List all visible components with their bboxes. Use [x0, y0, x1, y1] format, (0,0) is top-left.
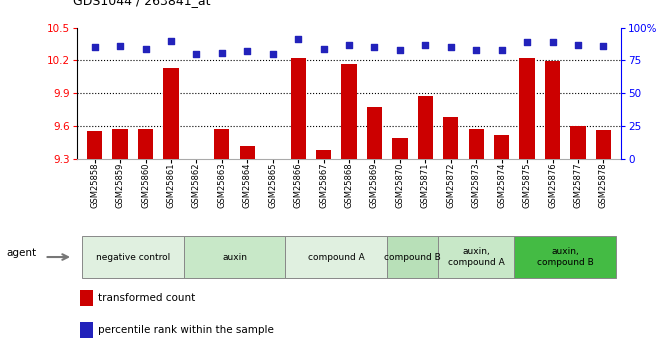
- Text: GSM25860: GSM25860: [141, 162, 150, 208]
- Text: negative control: negative control: [96, 253, 170, 262]
- Point: [343, 42, 354, 47]
- Point: [471, 47, 482, 53]
- Bar: [341, 63, 357, 159]
- FancyBboxPatch shape: [514, 236, 616, 278]
- Bar: [214, 129, 230, 159]
- Text: GSM25861: GSM25861: [166, 162, 176, 208]
- Text: GSM25876: GSM25876: [548, 162, 557, 208]
- Text: GSM25872: GSM25872: [446, 162, 456, 208]
- Bar: [265, 159, 281, 161]
- Text: GSM25866: GSM25866: [294, 162, 303, 208]
- FancyBboxPatch shape: [184, 236, 285, 278]
- Point: [522, 39, 532, 45]
- Bar: [596, 130, 611, 159]
- Text: GSM25867: GSM25867: [319, 162, 328, 208]
- Bar: [545, 61, 560, 159]
- Bar: [468, 129, 484, 159]
- Bar: [112, 129, 128, 159]
- Point: [369, 45, 380, 50]
- Point: [496, 47, 507, 53]
- Bar: [240, 146, 255, 159]
- Point: [115, 43, 126, 49]
- Text: GSM25868: GSM25868: [345, 162, 353, 208]
- Point: [166, 38, 176, 43]
- Text: percentile rank within the sample: percentile rank within the sample: [98, 325, 274, 335]
- FancyBboxPatch shape: [82, 236, 184, 278]
- Point: [446, 45, 456, 50]
- Text: agent: agent: [6, 248, 36, 257]
- FancyBboxPatch shape: [438, 236, 514, 278]
- Point: [191, 51, 202, 57]
- Text: auxin,
compound B: auxin, compound B: [537, 247, 594, 267]
- FancyBboxPatch shape: [285, 236, 387, 278]
- Point: [293, 37, 303, 42]
- Bar: [520, 58, 535, 159]
- Point: [242, 48, 253, 54]
- Bar: [189, 159, 204, 161]
- Point: [547, 39, 558, 45]
- Bar: [494, 135, 509, 159]
- Text: GDS1044 / 263841_at: GDS1044 / 263841_at: [73, 0, 211, 7]
- Point: [395, 47, 405, 53]
- Text: compound A: compound A: [308, 253, 365, 262]
- Point: [140, 46, 151, 51]
- Text: GSM25878: GSM25878: [599, 162, 608, 208]
- Point: [267, 51, 278, 57]
- Text: GSM25865: GSM25865: [269, 162, 277, 208]
- Text: GSM25875: GSM25875: [522, 162, 532, 208]
- Text: GSM25873: GSM25873: [472, 162, 481, 208]
- Text: GSM25870: GSM25870: [395, 162, 404, 208]
- Point: [572, 42, 583, 47]
- Text: GSM25869: GSM25869: [370, 162, 379, 208]
- FancyBboxPatch shape: [387, 236, 438, 278]
- Point: [420, 42, 431, 47]
- Text: GSM25871: GSM25871: [421, 162, 430, 208]
- Text: GSM25858: GSM25858: [90, 162, 99, 208]
- Text: GSM25874: GSM25874: [497, 162, 506, 208]
- Bar: [291, 58, 306, 159]
- Text: GSM25864: GSM25864: [242, 162, 252, 208]
- Point: [90, 45, 100, 50]
- Text: GSM25877: GSM25877: [574, 162, 582, 208]
- Bar: [163, 68, 178, 159]
- Bar: [570, 126, 586, 159]
- Bar: [138, 129, 153, 159]
- Bar: [392, 138, 407, 159]
- Point: [216, 50, 227, 55]
- Bar: [367, 107, 382, 159]
- Text: auxin,
compound A: auxin, compound A: [448, 247, 504, 267]
- Text: GSM25862: GSM25862: [192, 162, 201, 208]
- Text: transformed count: transformed count: [98, 293, 195, 303]
- Text: auxin: auxin: [222, 253, 247, 262]
- Bar: [418, 97, 433, 159]
- Text: GSM25863: GSM25863: [217, 162, 226, 208]
- Bar: [443, 117, 458, 159]
- Point: [598, 43, 609, 49]
- Bar: [79, 322, 94, 338]
- Text: compound B: compound B: [384, 253, 441, 262]
- Bar: [316, 150, 331, 159]
- Point: [318, 46, 329, 51]
- Text: GSM25859: GSM25859: [116, 162, 124, 208]
- Bar: [79, 290, 94, 306]
- Bar: [87, 131, 102, 159]
